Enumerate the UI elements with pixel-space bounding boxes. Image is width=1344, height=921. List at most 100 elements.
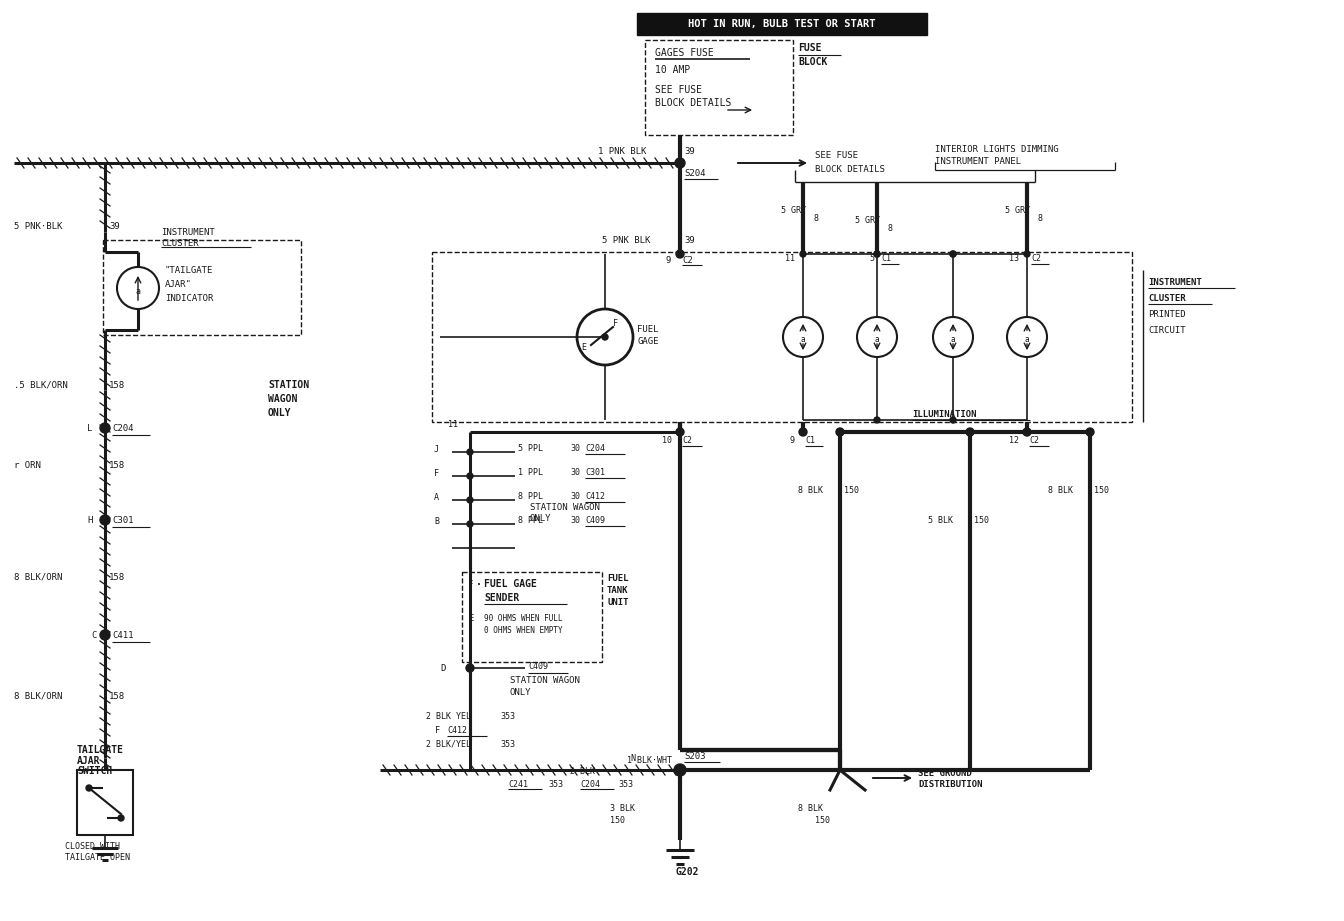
Text: CLUSTER: CLUSTER bbox=[161, 239, 199, 248]
Text: C2: C2 bbox=[681, 436, 692, 445]
Text: 30: 30 bbox=[570, 444, 581, 452]
Text: E: E bbox=[581, 343, 586, 352]
Text: ONLY: ONLY bbox=[267, 408, 292, 418]
Text: F: F bbox=[435, 726, 439, 735]
Text: 5 PNK BLK: 5 PNK BLK bbox=[602, 236, 650, 244]
Text: SWITCH: SWITCH bbox=[77, 766, 113, 776]
Text: 5 PPL: 5 PPL bbox=[517, 444, 543, 452]
Text: 5 GRY: 5 GRY bbox=[855, 216, 880, 225]
Text: 158: 158 bbox=[109, 573, 125, 581]
Text: a: a bbox=[875, 334, 879, 344]
Text: B: B bbox=[434, 517, 439, 526]
Text: 30: 30 bbox=[570, 468, 581, 476]
Text: C1: C1 bbox=[805, 436, 814, 445]
Text: 0 OHMS WHEN EMPTY: 0 OHMS WHEN EMPTY bbox=[484, 625, 563, 635]
Circle shape bbox=[1086, 428, 1094, 436]
Text: C301: C301 bbox=[585, 468, 605, 476]
Text: ILLUMINATION: ILLUMINATION bbox=[913, 410, 977, 418]
Text: a: a bbox=[801, 334, 805, 344]
Text: a: a bbox=[136, 286, 141, 296]
Text: F: F bbox=[434, 469, 439, 477]
Text: D: D bbox=[439, 663, 445, 672]
Text: INSTRUMENT PANEL: INSTRUMENT PANEL bbox=[935, 157, 1021, 167]
Text: BLOCK DETAILS: BLOCK DETAILS bbox=[814, 165, 884, 173]
Text: 5 PNK·BLK: 5 PNK·BLK bbox=[13, 221, 62, 230]
Circle shape bbox=[99, 630, 110, 640]
Text: r ORN: r ORN bbox=[13, 460, 40, 470]
Text: .5 BLK/ORN: .5 BLK/ORN bbox=[13, 380, 67, 390]
Text: 13: 13 bbox=[1009, 253, 1019, 262]
Text: C409: C409 bbox=[528, 661, 548, 670]
Text: H: H bbox=[87, 516, 93, 524]
Text: C409: C409 bbox=[585, 516, 605, 524]
Text: 3 BLK: 3 BLK bbox=[610, 803, 634, 812]
Text: 39: 39 bbox=[684, 147, 695, 157]
Text: SEE FUSE: SEE FUSE bbox=[655, 85, 702, 95]
Text: SENDER: SENDER bbox=[484, 593, 519, 603]
Circle shape bbox=[1024, 251, 1030, 257]
Bar bbox=[431, 252, 1132, 422]
Text: 8 BLK: 8 BLK bbox=[798, 803, 823, 812]
Text: FUEL: FUEL bbox=[637, 324, 659, 333]
Text: 353: 353 bbox=[548, 779, 563, 788]
Text: N: N bbox=[630, 753, 634, 763]
Text: 9: 9 bbox=[667, 255, 672, 264]
Text: C: C bbox=[91, 631, 97, 639]
Text: GAGES FUSE: GAGES FUSE bbox=[655, 48, 714, 58]
Text: 30: 30 bbox=[570, 516, 581, 524]
Text: "TAILGATE: "TAILGATE bbox=[165, 265, 214, 274]
Text: AJAR: AJAR bbox=[77, 756, 101, 766]
Bar bbox=[645, 40, 793, 135]
Text: FUSE: FUSE bbox=[798, 43, 821, 53]
Circle shape bbox=[118, 815, 124, 821]
Text: C2: C2 bbox=[1030, 436, 1039, 445]
Text: INDICATOR: INDICATOR bbox=[165, 294, 214, 302]
Text: UNIT: UNIT bbox=[607, 598, 629, 607]
Circle shape bbox=[874, 251, 880, 257]
Text: C204: C204 bbox=[585, 444, 605, 452]
Text: 5: 5 bbox=[870, 253, 874, 262]
Text: 8 BLK: 8 BLK bbox=[798, 485, 823, 495]
Text: WAGON: WAGON bbox=[267, 394, 297, 404]
Text: INSTRUMENT: INSTRUMENT bbox=[1148, 277, 1202, 286]
Text: 8 BLK/ORN: 8 BLK/ORN bbox=[13, 573, 62, 581]
Text: C204: C204 bbox=[581, 779, 599, 788]
Text: CLUSTER: CLUSTER bbox=[1148, 294, 1185, 302]
Text: C1: C1 bbox=[882, 253, 891, 262]
Circle shape bbox=[874, 417, 880, 423]
Text: C411: C411 bbox=[112, 631, 133, 639]
Circle shape bbox=[798, 428, 806, 436]
Circle shape bbox=[602, 334, 607, 340]
Circle shape bbox=[874, 251, 880, 257]
Text: TAILGATE OPEN: TAILGATE OPEN bbox=[65, 853, 130, 861]
Text: L: L bbox=[87, 424, 93, 433]
Text: 158: 158 bbox=[109, 380, 125, 390]
Text: 90 OHMS WHEN FULL: 90 OHMS WHEN FULL bbox=[484, 613, 563, 623]
Text: 158: 158 bbox=[109, 692, 125, 701]
Text: GAGE: GAGE bbox=[637, 336, 659, 345]
Circle shape bbox=[950, 251, 956, 257]
Text: INTERIOR LIGHTS DIMMING: INTERIOR LIGHTS DIMMING bbox=[935, 146, 1059, 155]
Bar bbox=[462, 572, 602, 662]
Text: DISTRIBUTION: DISTRIBUTION bbox=[918, 779, 982, 788]
Text: 150: 150 bbox=[610, 815, 625, 824]
Circle shape bbox=[676, 428, 684, 436]
Text: 353: 353 bbox=[500, 712, 515, 720]
Text: FUEL GAGE: FUEL GAGE bbox=[484, 579, 536, 589]
Circle shape bbox=[466, 449, 473, 455]
Text: 2 BLK: 2 BLK bbox=[570, 766, 595, 775]
Text: CLOSED WITH: CLOSED WITH bbox=[65, 842, 120, 850]
Text: C412: C412 bbox=[585, 492, 605, 500]
Circle shape bbox=[99, 515, 110, 525]
Text: 8: 8 bbox=[1038, 214, 1042, 223]
Text: STATION: STATION bbox=[267, 380, 309, 390]
Text: C204: C204 bbox=[112, 424, 133, 433]
Circle shape bbox=[966, 428, 974, 436]
Text: 1 BLK·WHT: 1 BLK·WHT bbox=[628, 755, 672, 764]
Text: C2: C2 bbox=[1031, 253, 1042, 262]
Text: TANK: TANK bbox=[607, 586, 629, 594]
Circle shape bbox=[675, 158, 685, 168]
Text: CIRCUIT: CIRCUIT bbox=[1148, 325, 1185, 334]
Text: TAILGATE: TAILGATE bbox=[77, 745, 124, 755]
Circle shape bbox=[466, 473, 473, 479]
